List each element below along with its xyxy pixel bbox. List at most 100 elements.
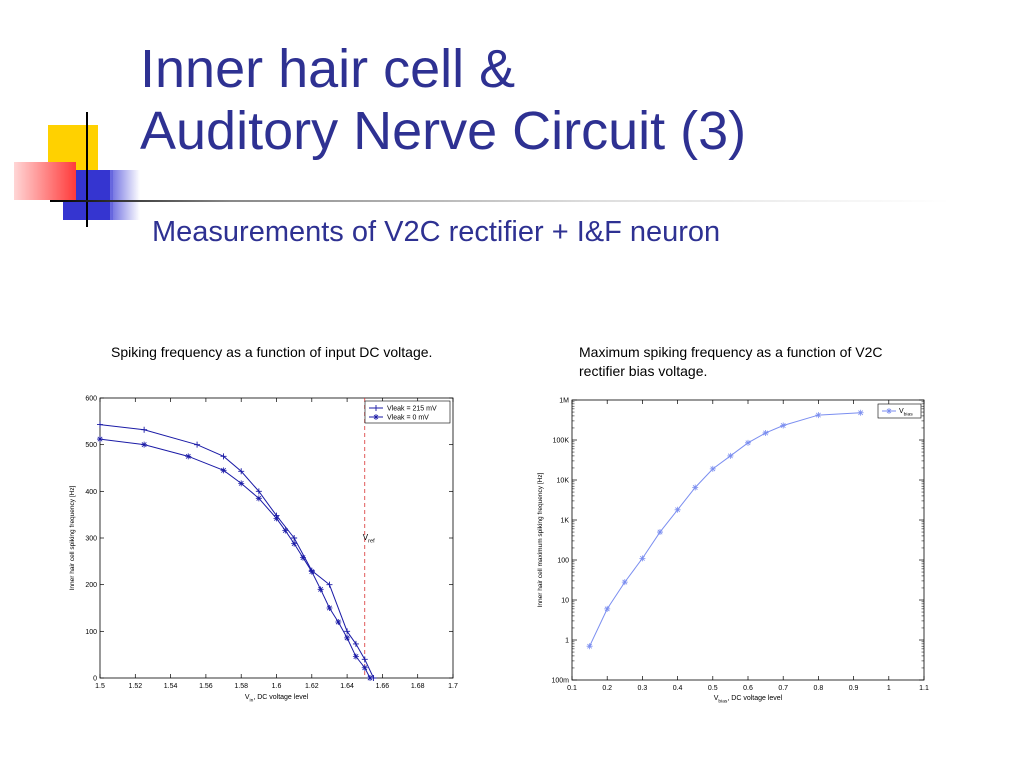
marker-star [367, 675, 374, 681]
x-tick-label: 1 [887, 685, 891, 692]
data-point [291, 535, 298, 541]
legend-label: Vbias [899, 408, 913, 418]
data-point [352, 640, 359, 647]
data-point [97, 436, 103, 443]
data-point [344, 634, 351, 641]
x-tick-label: 0.9 [849, 685, 859, 692]
data-point [621, 579, 628, 586]
marker-star [185, 453, 192, 460]
marker-plus [238, 468, 245, 475]
y-tick-label: 0 [93, 676, 97, 683]
legend-marker [886, 408, 892, 414]
deco-red-square [14, 162, 76, 200]
data-point [727, 452, 734, 459]
y-tick-label: 1M [559, 398, 569, 405]
y-tick-label: 100K [553, 438, 570, 445]
marker-star [238, 480, 245, 487]
y-tick-label: 300 [85, 536, 97, 543]
marker-star [220, 467, 227, 474]
data-point [220, 467, 227, 474]
legend-box [877, 403, 922, 419]
data-point [220, 453, 227, 460]
data-point [238, 480, 245, 487]
y-axis-label: Inner hair cell maximum spiking frequenc… [537, 472, 544, 607]
data-point [674, 506, 681, 513]
x-tick-label: 1.68 [411, 683, 425, 690]
data-point [255, 495, 262, 502]
data-point [709, 465, 716, 472]
y-tick-label: 400 [85, 489, 97, 496]
x-tick-label: 0.6 [743, 685, 753, 692]
y-tick-label: 1K [560, 518, 569, 525]
data-point [762, 429, 769, 436]
series-line [99, 438, 371, 679]
y-tick-label: 500 [85, 442, 97, 449]
data-point [692, 484, 699, 491]
title-line-2: Auditory Nerve Circuit (3) [140, 101, 747, 161]
marker-plus [352, 640, 359, 647]
data-point [352, 653, 359, 660]
data-point [273, 515, 280, 522]
x-tick-label: 1.7 [448, 683, 458, 690]
data-point [326, 581, 333, 588]
marker-star [317, 586, 324, 593]
x-tick-label: 1.66 [376, 683, 390, 690]
data-point [238, 468, 245, 475]
data-point [308, 568, 315, 575]
x-tick-label: 0.1 [567, 685, 577, 692]
marker-star [308, 568, 315, 575]
marker-plus [344, 628, 351, 635]
x-tick-label: 0.2 [602, 685, 612, 692]
marker-star [255, 495, 262, 502]
data-point [657, 529, 663, 536]
data-point [745, 439, 751, 446]
series-line [99, 424, 375, 679]
data-point [335, 619, 342, 625]
marker-star [335, 619, 342, 625]
legend-label: Vleak = 215 mV [387, 406, 437, 413]
x-tick-label: 1.5 [95, 683, 105, 690]
marker-plus [97, 421, 103, 428]
data-point [141, 426, 148, 433]
data-point [780, 422, 787, 429]
chart-spiking-frequency: 1.5 1.52 1.54 1.56 1.58 1.6 1.62 1.64 1.66 1.68 1.… [69, 396, 458, 704]
caption-right: Maximum spiking frequency as a function … [579, 344, 883, 379]
x-tick-label: 0.4 [673, 685, 683, 692]
x-tick-label: 0.8 [814, 685, 824, 692]
data-point [141, 441, 148, 448]
marker-star [361, 664, 368, 671]
data-point [361, 656, 368, 663]
page-subtitle: Measurements of V2C rectifier + I&F neur… [152, 216, 721, 248]
marker-star [282, 527, 289, 534]
marker-star [344, 634, 351, 641]
marker-star [141, 441, 148, 448]
vref-label: Vref [363, 533, 375, 545]
data-point [857, 409, 864, 416]
y-tick-label: 100 [85, 629, 97, 636]
marker-star [291, 540, 298, 547]
marker-plus [361, 656, 368, 663]
marker-plus [220, 453, 227, 460]
marker-star [352, 653, 359, 660]
data-point [291, 540, 298, 547]
x-axis-label: Vbias, DC voltage level [714, 695, 783, 705]
legend-label: Vleak = 0 mV [387, 415, 429, 422]
data-point [326, 605, 333, 611]
data-point [317, 586, 324, 593]
y-tick-label: 10K [557, 478, 570, 485]
x-tick-label: 1.64 [340, 683, 354, 690]
x-tick-label: 1.54 [164, 683, 178, 690]
data-point [367, 675, 374, 681]
data-point [604, 605, 611, 612]
series-line [589, 412, 861, 647]
marker-plus [255, 488, 262, 495]
deco-blue-fade [110, 170, 140, 220]
x-tick-label: 1.58 [234, 683, 248, 690]
y-tick-label: 600 [85, 396, 97, 403]
x-tick-label: 1.52 [128, 683, 142, 690]
x-tick-label: 1.1 [919, 685, 929, 692]
marker-plus [291, 535, 298, 541]
caption-left: Spiking frequency as a function of input… [111, 344, 433, 360]
data-point [299, 554, 306, 561]
x-tick-label: 0.5 [708, 685, 718, 692]
